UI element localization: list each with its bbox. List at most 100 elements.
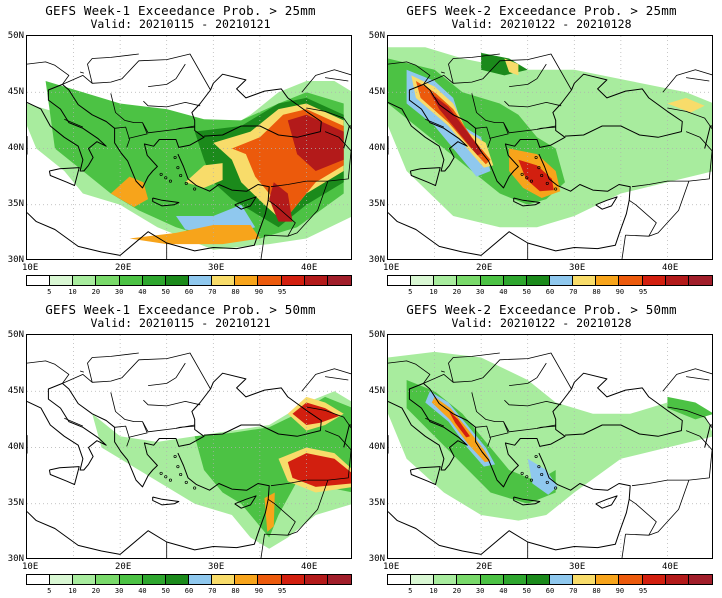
lat-label: 40N [368,442,385,452]
island [540,173,544,178]
country-border [471,93,556,134]
colorbar-swatch [388,276,412,285]
country-border [62,53,211,91]
lat-label: 30N [368,554,385,564]
colorbar-tick-label: 30 [114,587,124,595]
coastline [513,197,541,207]
lat-label: 45N [368,87,385,97]
colorbar-swatch [119,276,143,285]
colorbar-swatch [549,575,574,584]
panel-valid-dates: Valid: 20210122 - 20210128 [451,316,632,330]
island [176,465,180,469]
country-border [631,430,712,487]
colorbar-swatch [27,575,51,584]
map-svg [27,335,351,558]
island [525,475,529,479]
colorbar-swatch [457,276,481,285]
lat-label: 45N [368,386,385,396]
island [159,471,163,475]
lon-label: 30E [208,263,225,273]
country-border [536,126,556,130]
probability-map [387,334,713,559]
colorbar-tick-label: 5 [47,288,52,296]
probability-contour-region [667,97,705,113]
lat-label: 30N [368,255,385,265]
colorbar-tick-label: 30 [475,288,485,296]
probability-contour-region [292,402,339,425]
country-border [425,118,445,128]
island [168,179,172,183]
country-border [79,370,84,373]
country-border [260,534,265,558]
colorbar-tick-label: 20 [452,288,462,296]
country-border [625,199,657,237]
country-border [64,417,84,427]
country-border [648,180,690,237]
country-border [87,352,139,383]
probability-map [387,35,713,260]
lon-label: 10E [383,263,400,273]
coastline [409,167,441,187]
coastline [152,197,180,207]
country-border [686,77,710,82]
colorbar-tick-label: 60 [545,587,555,595]
colorbar-swatch [281,276,305,285]
colorbar-tick-label: 90 [254,288,264,296]
coastline [203,73,322,138]
lon-label: 40E [301,562,318,572]
colorbar-swatch [235,575,259,584]
probability-contour-region [448,410,470,438]
probability-contour-region [518,159,554,192]
lon-label: 20E [115,263,132,273]
colorbar-tick-label: 30 [475,587,485,595]
country-border [62,352,211,390]
country-border [648,479,690,536]
country-border [260,235,265,259]
country-border [264,199,296,237]
country-border [425,417,445,427]
island [534,155,538,160]
colorbar-tick-label: 20 [91,587,101,595]
country-border [662,69,712,93]
coastline [388,382,468,471]
colorbar-swatch [688,276,712,285]
country-border [264,498,296,536]
country-border [686,376,710,381]
colorbar-swatch [327,276,351,285]
colorbar-tick-label: 70 [569,587,578,595]
colorbar-swatch [96,276,120,285]
coastline [234,495,257,509]
lon-label: 30E [569,562,586,572]
country-border [287,479,329,536]
colorbar-swatch [457,575,481,584]
island [159,172,163,176]
colorbar-tick-label: 5 [408,587,413,595]
colorbar-swatch [96,575,120,584]
coastline [595,495,618,509]
island [520,471,524,475]
country-border [325,376,349,381]
lat-label: 40N [7,442,24,452]
country-border [301,368,351,392]
country-border [87,53,139,84]
colorbar-swatch [188,276,213,285]
lat-label: 50N [7,31,24,41]
island [173,454,177,459]
country-border [306,406,351,429]
colorbar-tick-label: 30 [114,288,124,296]
country-border [475,425,491,447]
country-border [667,107,712,130]
country-border [270,430,351,487]
colorbar-tick-label: 70 [569,288,578,296]
island [193,486,197,490]
colorbar-tick-label: 60 [184,587,194,595]
colorbar-tick-label: 95 [277,288,287,296]
lon-label: 10E [22,263,39,273]
colorbar-tick-label: 20 [91,288,101,296]
colorbar-swatch [411,575,435,584]
country-border [504,399,562,407]
colorbar-tick-label: 5 [47,587,52,595]
probability-contour-region [388,351,712,521]
country-border [423,352,572,390]
colorbar-tick-label: 10 [68,587,77,595]
